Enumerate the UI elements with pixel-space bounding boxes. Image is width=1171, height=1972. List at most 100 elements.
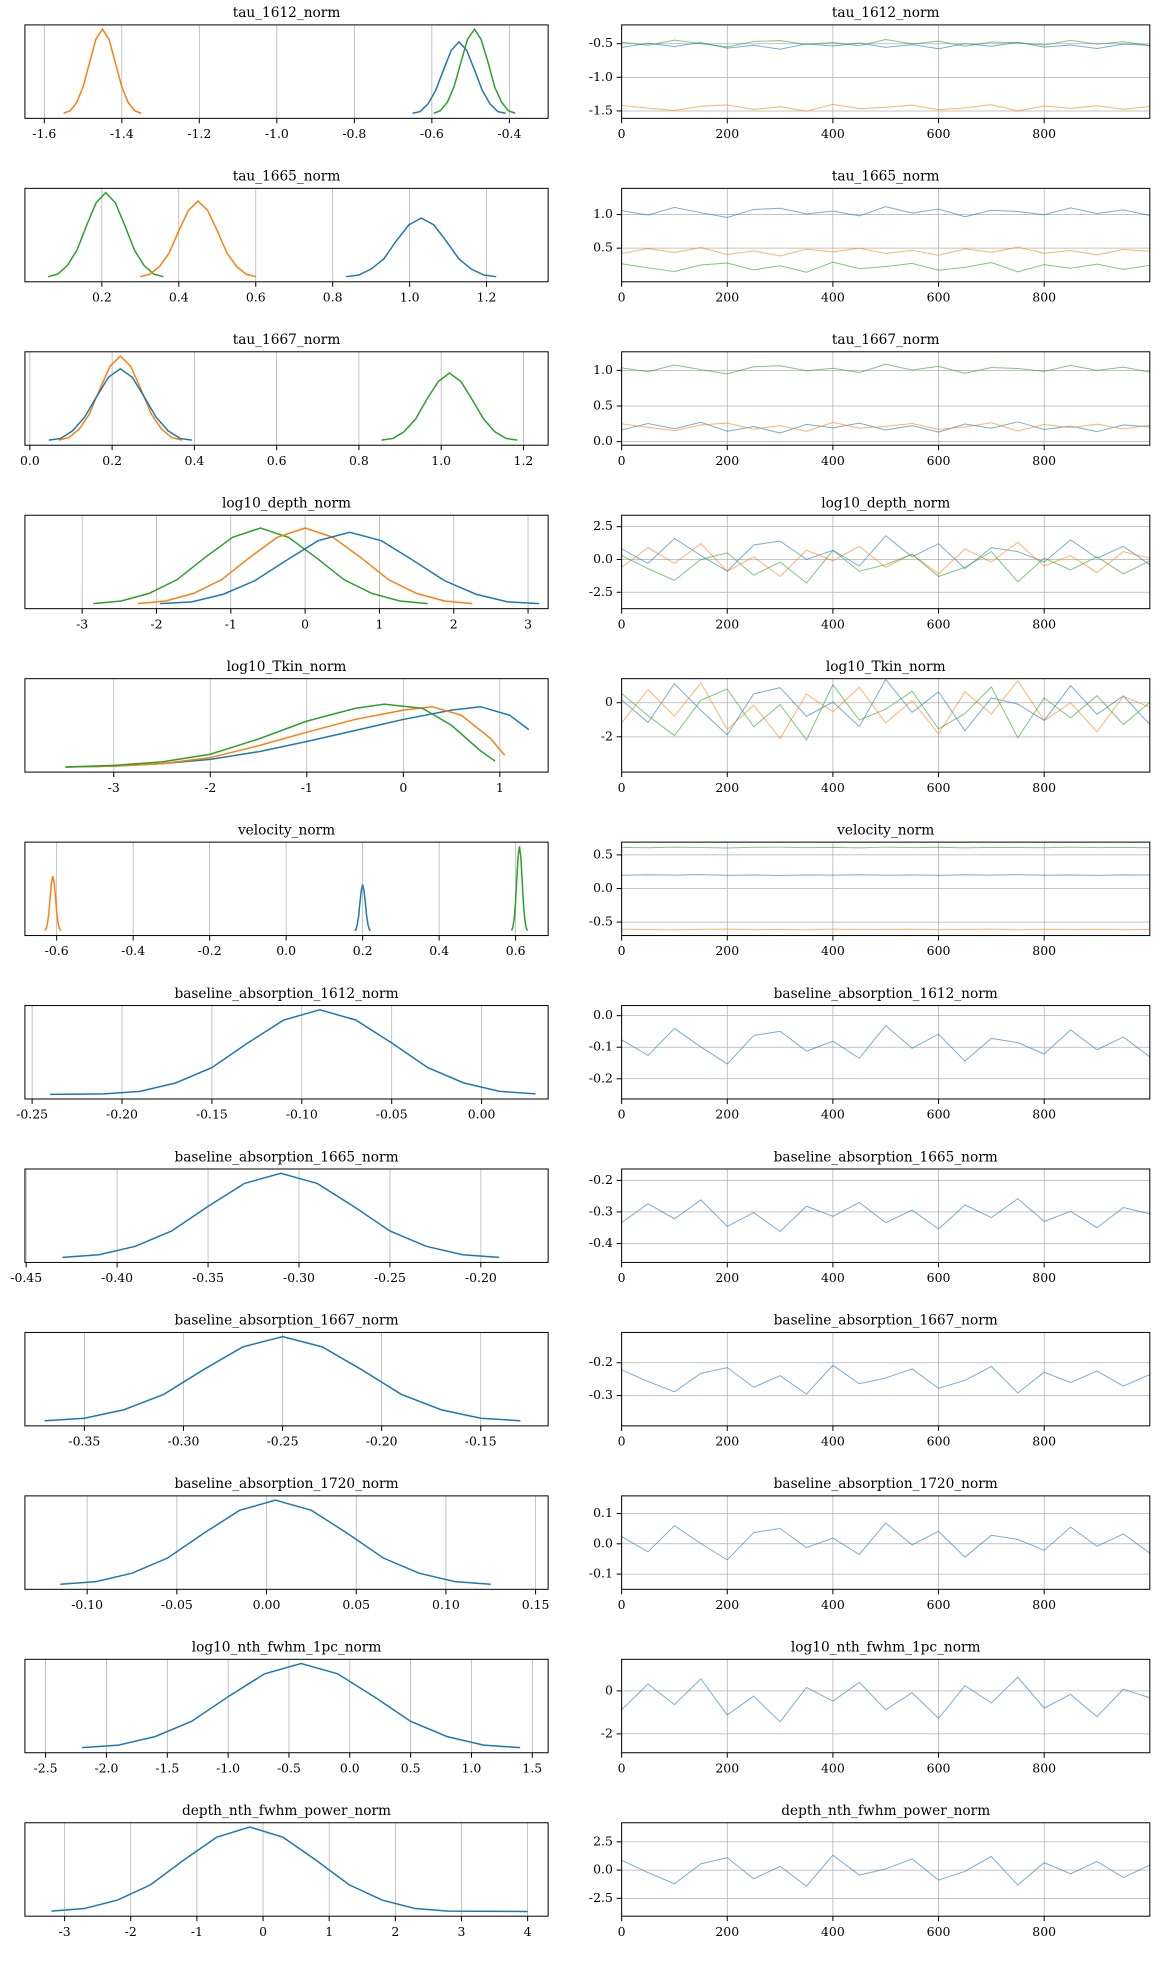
axes-frame: [621, 1658, 1151, 1754]
x-tick-label: 400: [821, 1597, 845, 1612]
x-tick-label: -0.05: [161, 1597, 193, 1612]
subplot-title: log10_nth_fwhm_1pc_norm: [791, 1640, 981, 1656]
subplot-title: log10_Tkin_norm: [227, 659, 347, 675]
kde-curve: [50, 1009, 536, 1096]
kde-curve: [65, 705, 506, 768]
x-tick-label: 0: [618, 943, 626, 958]
x-tick-label: 0: [618, 1270, 626, 1285]
axes-frame: [24, 1331, 549, 1427]
x-tick-label: -0.35: [68, 1434, 100, 1449]
axes-frame: [24, 351, 549, 446]
subplot-title: tau_1667_norm: [832, 332, 940, 348]
trace-line: [621, 246, 1150, 257]
y-tick-label: 1.0: [593, 206, 613, 221]
y-tick-label: -0.3: [589, 1387, 613, 1402]
kde-curve: [433, 27, 516, 114]
y-tick-label: -1.5: [589, 102, 613, 117]
y-tick-label: 0.5: [593, 240, 613, 255]
x-tick-label: 1.2: [477, 289, 497, 304]
x-tick-label: 600: [927, 289, 951, 304]
x-tick-label: 0.6: [267, 453, 287, 468]
x-tick-label: 0.0: [276, 943, 296, 958]
subplot-title: depth_nth_fwhm_power_norm: [781, 1803, 990, 1819]
y-tick-label: -2: [601, 728, 613, 743]
x-tick-label: -0.6: [45, 943, 69, 958]
trace-line: [621, 41, 1150, 50]
x-tick-label: -2.5: [34, 1760, 58, 1775]
y-tick-label: 2.5: [593, 518, 613, 533]
x-tick-label: 2: [391, 1924, 399, 1939]
x-tick-label: 200: [715, 1107, 739, 1122]
kde-curve: [412, 40, 506, 114]
axes-frame: [24, 187, 549, 283]
x-tick-label: 400: [821, 780, 845, 795]
x-tick-label: 600: [927, 126, 951, 141]
x-tick-label: 0: [618, 1924, 626, 1939]
x-tick-label: -0.20: [366, 1434, 398, 1449]
axes-frame: [621, 187, 1151, 283]
trace-line: [621, 535, 1151, 572]
x-tick-label: -0.10: [286, 1107, 318, 1122]
x-tick-label: 0: [618, 1107, 626, 1122]
x-tick-label: 400: [821, 943, 845, 958]
x-tick-label: -3: [76, 616, 88, 631]
x-tick-label: -1: [191, 1924, 203, 1939]
y-tick-label: -2.5: [589, 1890, 613, 1905]
x-tick-label: 1.2: [514, 453, 534, 468]
x-tick-label: 3: [458, 1924, 466, 1939]
x-tick-label: 800: [1032, 1924, 1056, 1939]
y-tick-label: 0.0: [593, 433, 613, 448]
y-tick-label: 2.5: [593, 1833, 613, 1848]
x-tick-label: 600: [927, 1924, 951, 1939]
x-tick-label: 800: [1032, 616, 1056, 631]
x-tick-label: 0: [618, 1434, 626, 1449]
subplot-title: baseline_absorption_1667_norm: [174, 1313, 398, 1329]
axes-frame: [621, 1331, 1151, 1427]
trace-line: [621, 846, 1150, 849]
x-tick-label: 0: [618, 289, 626, 304]
x-tick-label: 0.00: [468, 1107, 496, 1122]
x-tick-label: 1.5: [522, 1760, 542, 1775]
x-tick-label: 0: [301, 616, 309, 631]
subplot-title: baseline_absorption_1612_norm: [774, 986, 998, 1002]
x-tick-label: 200: [715, 780, 739, 795]
trace-line: [621, 1024, 1151, 1065]
x-tick-label: 400: [821, 616, 845, 631]
x-tick-label: 600: [927, 780, 951, 795]
x-tick-label: -3: [108, 780, 120, 795]
x-tick-label: -0.10: [71, 1597, 103, 1612]
kde-curve: [65, 703, 496, 768]
x-tick-label: -0.30: [168, 1434, 200, 1449]
trace-line: [621, 1364, 1151, 1395]
kde-curve: [47, 191, 164, 278]
x-tick-label: 2: [450, 616, 458, 631]
x-tick-label: 600: [927, 453, 951, 468]
axes-frame: [24, 1005, 549, 1100]
x-tick-label: 800: [1032, 1270, 1056, 1285]
axes-frame: [621, 24, 1151, 119]
axes-frame: [24, 1822, 549, 1917]
x-tick-label: 400: [821, 1107, 845, 1122]
subplot-title: baseline_absorption_1665_norm: [774, 1149, 998, 1165]
x-tick-label: -0.30: [283, 1270, 315, 1285]
trace-line: [621, 1522, 1151, 1561]
x-tick-label: -0.8: [342, 126, 366, 141]
subplot-title: velocity_norm: [237, 822, 335, 838]
subplot-title: baseline_absorption_1665_norm: [174, 1149, 398, 1165]
trace-line: [621, 103, 1150, 112]
axes-frame: [621, 514, 1151, 610]
x-tick-label: 400: [821, 1434, 845, 1449]
x-tick-label: 0.6: [506, 943, 526, 958]
y-tick-label: -0.3: [589, 1203, 613, 1218]
axes-frame: [24, 514, 549, 610]
axes-frame: [621, 1005, 1151, 1100]
y-tick-label: 0.0: [593, 1535, 613, 1550]
x-tick-label: 600: [927, 1107, 951, 1122]
y-tick-label: -2.5: [589, 584, 613, 599]
kde-curve: [93, 527, 428, 605]
x-tick-label: -1.2: [187, 126, 211, 141]
trace-line: [621, 683, 1151, 742]
trace-line: [621, 549, 1151, 584]
x-tick-label: -0.25: [267, 1434, 299, 1449]
